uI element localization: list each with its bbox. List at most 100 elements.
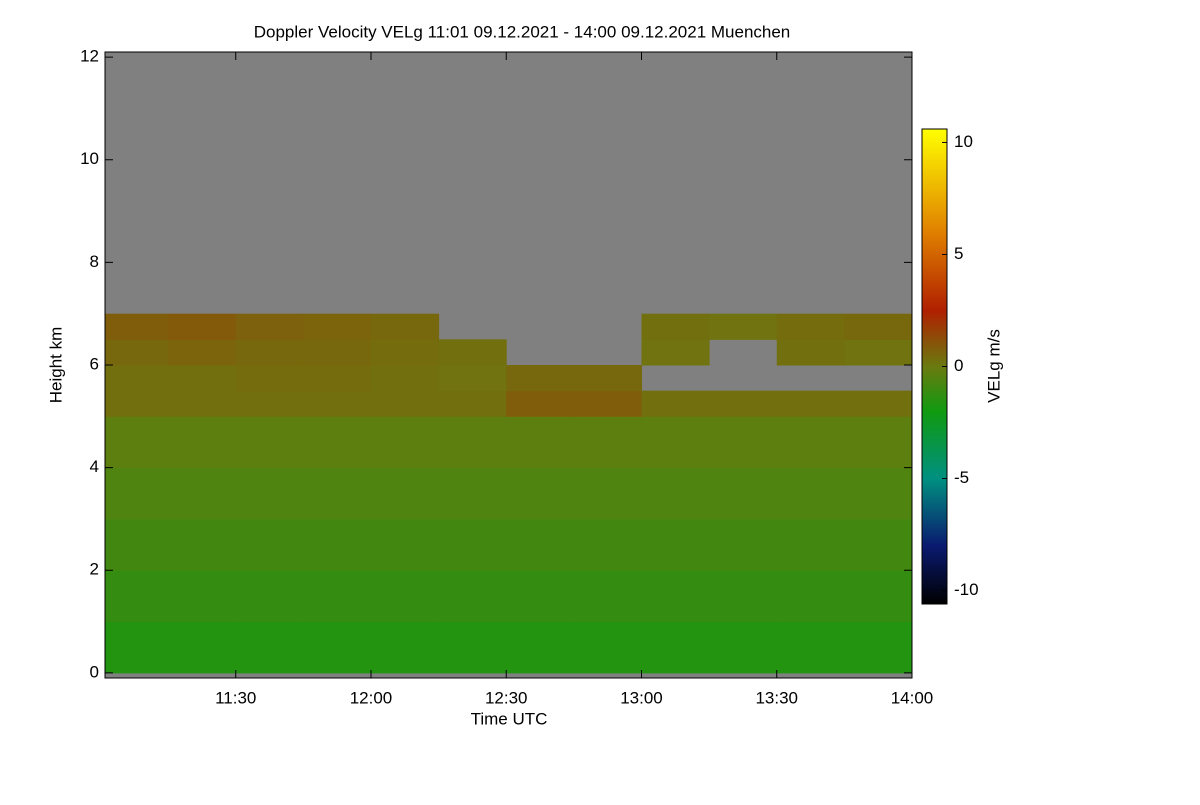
heatmap-cell [641,339,710,366]
heatmap-cell [709,621,778,674]
heatmap-cell [370,339,440,366]
heatmap-cell [844,518,913,571]
heatmap-cell [438,339,507,366]
heatmap-cell [168,313,237,340]
heatmap-cell [776,390,845,417]
heatmap-cell [506,416,575,469]
heatmap-cell [370,570,440,623]
heatmap-cell [235,339,304,366]
heatmap-cell [506,467,575,520]
heatmap-cell [641,390,710,417]
heatmap-cell [573,621,642,674]
heatmap-cell [641,621,710,674]
heatmap-cell [506,518,575,571]
y-tick-label: 4 [90,457,99,476]
heatmap-cell [844,313,913,340]
heatmap-cell [303,621,372,674]
heatmap-cell [776,621,845,674]
heatmap-cell [506,365,575,392]
heatmap-cell [303,467,372,520]
heatmap-cell [168,416,237,469]
colorbar-tick-label: 5 [954,244,963,263]
heatmap-cell [709,313,778,340]
heatmap-cell [438,518,507,571]
heatmap-cell [844,390,913,417]
heatmap-cell [105,339,169,366]
x-axis-label: Time UTC [471,709,548,728]
heatmap-cell [168,621,237,674]
y-tick-label: 10 [80,149,99,168]
heatmap-cell [844,570,913,623]
heatmap-cell [370,467,440,520]
colorbar-label: VELg m/s [984,329,1003,403]
heatmap-cell [235,313,304,340]
heatmap-cell [303,313,372,340]
x-tick-label: 12:30 [485,688,528,707]
heatmap-cell [168,339,237,366]
heatmap-cell [105,467,169,520]
heatmap-cell [641,416,710,469]
heatmap-cell [641,518,710,571]
y-tick-label: 2 [90,560,99,579]
heatmap-cell [573,365,642,392]
heatmap-cell [168,467,237,520]
heatmap-cell [844,467,913,520]
heatmap-cell [370,416,440,469]
heatmap-cell [776,339,845,366]
colorbar-tick-label: -10 [954,580,979,599]
heatmap-cell [235,518,304,571]
y-tick-label: 0 [90,662,99,681]
heatmap-cell [506,621,575,674]
heatmap-cell [573,416,642,469]
heatmap-cell [506,570,575,623]
y-axis-label: Height km [46,327,65,404]
heatmap-cell [235,365,304,392]
heatmap-cell [105,416,169,469]
heatmap-cell [168,518,237,571]
heatmap-cell [105,365,169,392]
y-tick-label: 6 [90,354,99,373]
colorbar-tick-label: 0 [954,356,963,375]
heatmap-cell [438,365,507,392]
heatmap-cell [844,621,913,674]
heatmap-cell [709,416,778,469]
heatmap-cell [844,339,913,366]
heatmap-cell [303,570,372,623]
heatmap-cell [168,365,237,392]
heatmap-cell [776,313,845,340]
x-tick-label: 11:30 [215,688,256,707]
heatmap-cell [105,570,169,623]
heatmap-cell [370,365,440,392]
heatmap-cell [303,416,372,469]
heatmap-cell [303,339,372,366]
colorbar-tick-label: 10 [954,132,973,151]
heatmap-cell [438,416,507,469]
heatmap-cell [573,570,642,623]
x-tick-label: 12:00 [350,688,393,707]
heatmap-cell [438,467,507,520]
heatmap-cell [573,390,642,417]
chart-title: Doppler Velocity VELg 11:01 09.12.2021 -… [254,22,791,41]
heatmap-cell [438,570,507,623]
heatmap-cell [438,390,507,417]
heatmap-cell [506,390,575,417]
heatmap-cell [709,570,778,623]
heatmap-cell [776,467,845,520]
heatmap-cell [709,467,778,520]
heatmap-cell [844,416,913,469]
heatmap-cell [235,621,304,674]
heatmap-cell [303,390,372,417]
heatmap-cell [303,365,372,392]
heatmap-cell [641,570,710,623]
x-tick-label: 13:30 [755,688,798,707]
heatmap-cell [105,390,169,417]
heatmap-cell [370,518,440,571]
heatmap-cell [235,570,304,623]
heatmap-cell [370,390,440,417]
colorbar-tick-label: -5 [954,468,969,487]
y-tick-label: 12 [80,47,99,66]
heatmap-cell [303,518,372,571]
heatmap-cell [105,313,169,340]
heatmap-cell [709,390,778,417]
